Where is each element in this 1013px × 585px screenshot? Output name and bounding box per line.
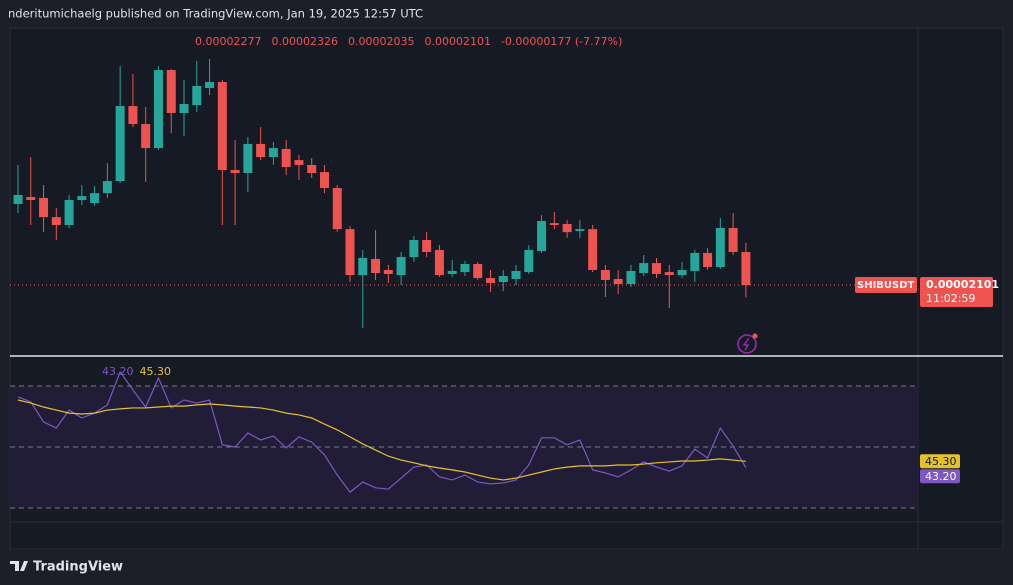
candle-body (371, 258, 381, 274)
ohlc-change: -0.00000177 (-7.77%) (501, 35, 622, 48)
candle-body (358, 258, 368, 276)
symbol-tag-text: SHIBUSDT (857, 280, 915, 291)
candle-body (537, 221, 547, 252)
candle-body (652, 263, 661, 274)
candle-body (39, 197, 49, 218)
candle-body (256, 143, 266, 158)
candle-body (728, 227, 738, 253)
indicator-line (17, 399, 746, 481)
candle-body (268, 148, 278, 158)
candle-body (294, 160, 304, 165)
candle-body (549, 223, 559, 225)
candle-body (64, 200, 74, 225)
footer (0, 549, 1013, 585)
candle-body (473, 264, 483, 279)
candle-body (205, 82, 215, 89)
candle-body (141, 124, 151, 149)
candle-body (77, 196, 87, 201)
indicator-line (17, 370, 747, 493)
candle-body (153, 70, 163, 149)
candle-body (166, 70, 176, 113)
ohlc-close: 0.00002101 (424, 35, 490, 48)
candle-body (715, 227, 725, 268)
price-tag (920, 277, 993, 308)
candle-body (588, 229, 598, 271)
brand-logo (10, 561, 28, 571)
candle-body (485, 278, 495, 283)
publisher: nderitumichaelg published on TradingView… (8, 7, 423, 21)
candle-body (179, 103, 189, 113)
candle-body (281, 149, 291, 168)
candle-body (703, 252, 713, 268)
candle-body (447, 270, 457, 274)
price-tag-value: 0.00002101 (926, 278, 999, 291)
candle-body (690, 252, 700, 271)
candle-body (307, 164, 317, 174)
candle-body (409, 239, 419, 258)
candle-body (383, 270, 393, 274)
legend-value: 45.30 (140, 365, 172, 378)
candle-body (524, 249, 534, 273)
legend-value: 43.20 (102, 365, 134, 378)
ohlc-high: 0.00002326 (271, 35, 337, 48)
candle-body (626, 270, 636, 285)
candle-body (230, 170, 240, 174)
candle-body (332, 188, 342, 230)
candle-body (396, 257, 406, 276)
candle-body (460, 264, 470, 273)
candle-body (26, 197, 36, 201)
ohlc-low: 0.00002035 (348, 35, 414, 48)
candle-body (319, 172, 329, 189)
candle-body (498, 276, 508, 283)
brand: TradingView (33, 560, 123, 575)
candle-body (434, 249, 444, 276)
candle-body (102, 181, 112, 194)
candle-body (562, 224, 572, 233)
candle-body (345, 229, 355, 276)
price-tag-countdown: 11:02:59 (926, 292, 975, 305)
lightning-icon (737, 333, 758, 354)
candle-body (613, 279, 623, 285)
candle-body (677, 270, 687, 276)
candle-body (741, 252, 751, 286)
candle-body (575, 229, 585, 231)
axis-tag-value: 43.20 (925, 470, 957, 483)
candle-body (639, 263, 649, 274)
axis-tag (920, 454, 960, 469)
candle-body (128, 106, 138, 125)
candle-body (13, 194, 23, 204)
candle-body (511, 270, 521, 280)
candle-body (192, 85, 202, 106)
candle-body (115, 106, 125, 182)
candle-body (243, 143, 253, 174)
axis-tag (920, 469, 960, 484)
candle-body (600, 270, 610, 280)
candle-body (90, 193, 100, 204)
candle-body (51, 217, 61, 225)
candle-body (422, 239, 432, 253)
candle-body (664, 272, 674, 276)
axis-tag-value: 45.30 (925, 455, 957, 468)
ohlc-open: 0.00002277 (195, 35, 261, 48)
candle-body (217, 82, 227, 171)
